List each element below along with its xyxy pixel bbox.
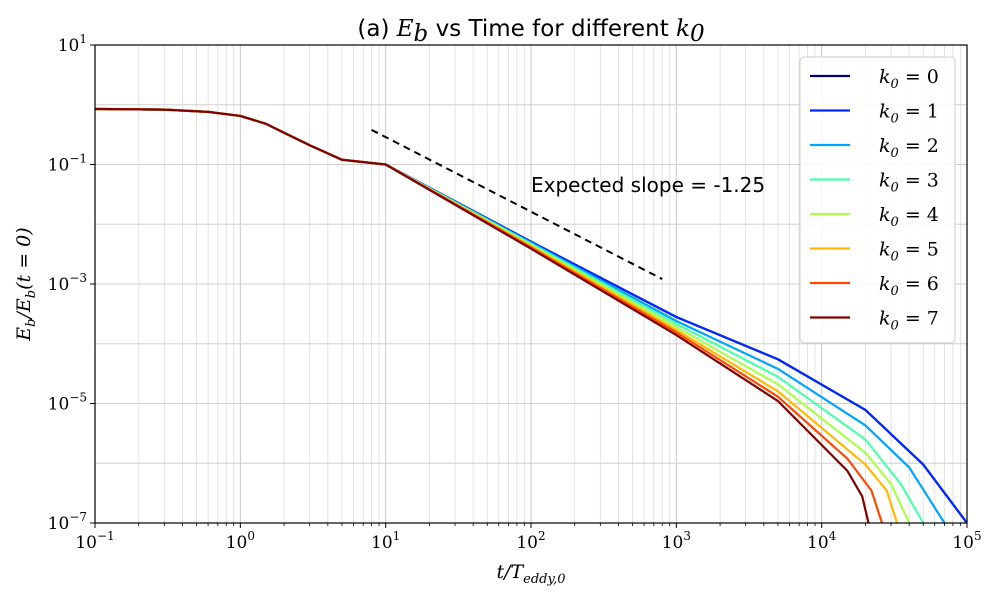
- legend: k0 = 0 k0 = 1 k0 = 2 k0 = 3 k0 = 4 k0 = 5 k0 =…: [799, 56, 956, 344]
- legend-label-k0-2: k0 = 2: [879, 135, 939, 161]
- legend-label-k0-0: k0 = 0: [879, 66, 939, 92]
- reference-line-group: Expected slope = -1.25: [371, 128, 765, 280]
- y-tick-label: 10−7: [48, 510, 87, 534]
- title-var: E: [396, 16, 414, 42]
- x-tick-label: 105: [952, 529, 981, 553]
- reference-slope-label: Expected slope = -1.25: [531, 173, 765, 197]
- reference-slope-line: [371, 128, 663, 280]
- x-tick-label: 100: [226, 529, 255, 553]
- x-tick-label: 103: [662, 529, 691, 553]
- series-line-k0-7: [95, 107, 870, 523]
- title-var2-sub: 0: [690, 21, 705, 47]
- x-tick-label: 10−1: [75, 529, 114, 553]
- legend-label-k0-6: k0 = 6: [879, 273, 939, 299]
- title-var-sub: b: [414, 21, 429, 47]
- x-tick-label: 104: [807, 529, 837, 553]
- y-tick-label: 101: [58, 32, 87, 56]
- title-middle: vs Time for different: [428, 16, 676, 42]
- chart-title: (a) Eb vs Time for different k0: [357, 16, 704, 47]
- axis-ticks: 10−1 100 101 102 103 104 105 101 10−1 10−3 10−5 10−…: [48, 32, 982, 553]
- x-tick-label: 101: [371, 529, 400, 553]
- x-axis-label: t/Teddy,0: [496, 561, 565, 587]
- legend-label-k0-4: k0 = 4: [879, 204, 939, 230]
- legend-label-k0-1: k0 = 1: [879, 101, 939, 127]
- y-axis-label: Eb/Eb(t = 0): [13, 227, 39, 341]
- title-prefix: (a): [357, 16, 396, 42]
- series-lines: [95, 107, 967, 523]
- legend-label-k0-3: k0 = 3: [879, 170, 939, 196]
- legend-box: [799, 56, 956, 344]
- x-tick-label: 102: [516, 529, 545, 553]
- title-var2: k: [676, 16, 690, 42]
- legend-label-k0-5: k0 = 5: [879, 239, 939, 265]
- y-tick-label: 10−5: [48, 391, 87, 415]
- legend-label-k0-7: k0 = 7: [879, 308, 939, 334]
- y-tick-label: 10−1: [48, 152, 87, 176]
- plot-frame: [94, 44, 968, 524]
- y-tick-label: 10−3: [48, 271, 87, 295]
